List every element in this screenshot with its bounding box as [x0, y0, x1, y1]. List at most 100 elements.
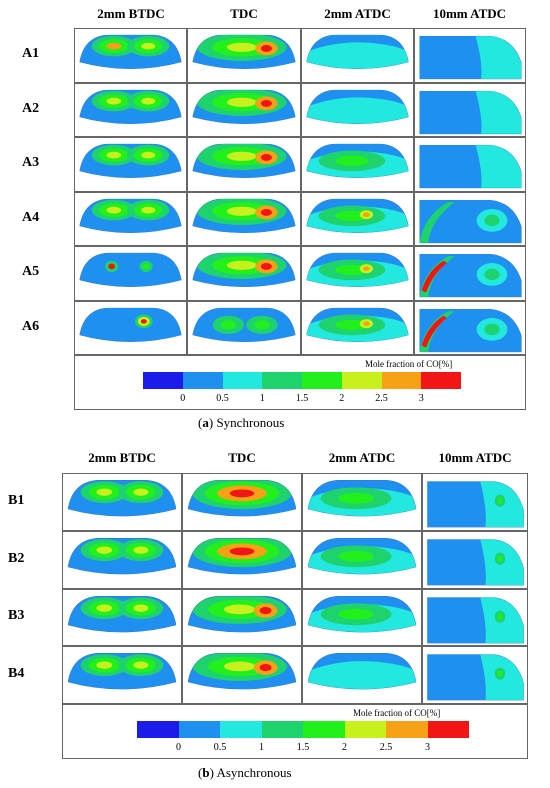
legend-swatch-6: [381, 372, 422, 389]
co-contour-plot: [307, 653, 417, 690]
legend-swatch-6: [386, 721, 428, 738]
legend-tick-label: 1: [259, 393, 265, 404]
legend-tick-label: 0: [176, 742, 181, 753]
co-contour-plot: [419, 35, 522, 80]
contour-cell-b3-col4: [422, 588, 528, 647]
contour-cell-b3-col2: [182, 588, 302, 647]
co-contour-plot: [67, 537, 177, 575]
co-contour-plot: [192, 143, 296, 178]
col-header-10mm-atdc: 10mm ATDC: [432, 6, 507, 21]
row-label-a1: A1: [22, 46, 40, 62]
contour-cell-b1-col3: [302, 473, 422, 531]
legend-title: Mole fraction of CO[%]: [365, 359, 453, 369]
col-header-10mm-atdc: 10mm ATDC: [438, 450, 512, 465]
co-contour-plot: [427, 596, 524, 643]
contour-cell-a1-col4: [414, 28, 526, 83]
col-header-2mm-btdc: 2mm BTDC: [97, 6, 165, 21]
co-contour-plot: [306, 143, 409, 178]
row-label-b2: B2: [8, 550, 25, 566]
contour-cell-a6-col3: [301, 300, 414, 355]
panel-b-legend: Mole fraction of CO[%] 0 0.5 1 1.5 2 2.5 3: [62, 704, 528, 759]
legend-swatch-4: [302, 372, 342, 389]
contour-cell-b2-col3: [302, 530, 422, 589]
contour-cell-b3-col1: [62, 588, 182, 647]
legend-tick-label: 2.5: [375, 393, 388, 404]
legend-swatch-1: [182, 372, 223, 389]
legend-tick-label: 2: [339, 393, 345, 404]
contour-cell-a1-col1: [74, 28, 187, 83]
contour-cell-a2-col1: [74, 82, 187, 137]
legend-swatch-2: [222, 372, 263, 389]
contour-cell-a4-col3: [301, 191, 414, 246]
legend-swatch-7: [427, 721, 469, 738]
co-contour-plot: [192, 307, 296, 342]
legend-swatch-5: [344, 721, 386, 738]
co-contour-plot: [419, 90, 522, 134]
caption-letter: a: [202, 415, 209, 430]
co-contour-plot: [427, 539, 524, 586]
contour-cell-b1-col1: [62, 473, 182, 531]
row-label-a5: A5: [22, 264, 40, 280]
contour-cell-b4-col1: [62, 646, 182, 704]
row-label-a2: A2: [22, 100, 40, 116]
legend-swatch-5: [341, 372, 382, 389]
legend-color-bar: [137, 721, 469, 738]
legend-swatch-0: [143, 372, 183, 389]
col-header-2mm-btdc: 2mm BTDC: [88, 450, 156, 465]
co-contour-plot: [419, 253, 522, 298]
col-header-tdc: TDC: [230, 6, 258, 21]
co-contour-plot: [427, 481, 524, 528]
contour-cell-a5-col4: [414, 246, 526, 301]
legend-tick-label: 0.5: [216, 393, 229, 404]
legend-tick-label: 3: [425, 742, 430, 753]
co-contour-plot: [419, 144, 522, 189]
co-contour-plot: [79, 89, 182, 124]
row-label-a3: A3: [22, 155, 40, 171]
co-contour-plot: [67, 480, 177, 517]
co-contour-plot: [306, 252, 409, 287]
co-contour-plot: [79, 307, 182, 342]
contour-cell-b2-col4: [422, 530, 528, 589]
caption-letter: b: [202, 765, 210, 780]
contour-cell-a3-col2: [187, 137, 301, 192]
legend-tick-label: 2.5: [379, 742, 393, 753]
col-header-tdc: TDC: [228, 450, 256, 465]
co-contour-plot: [192, 89, 296, 124]
legend-title: Mole fraction of CO[%]: [353, 708, 441, 718]
co-contour-plot: [307, 537, 417, 575]
contour-cell-b1-col2: [182, 473, 302, 531]
contour-cell-a6-col2: [187, 300, 301, 355]
contour-cell-b4-col3: [302, 646, 422, 704]
contour-cell-b2-col2: [182, 530, 302, 589]
contour-cell-a5-col3: [301, 246, 414, 301]
legend-tick-label: 0: [180, 393, 186, 404]
legend-swatch-7: [421, 372, 461, 389]
co-contour-plot: [307, 480, 417, 517]
contour-cell-b3-col3: [302, 588, 422, 647]
co-contour-plot: [187, 480, 297, 517]
contour-cell-a2-col3: [301, 82, 414, 137]
contour-cell-a3-col1: [74, 137, 187, 192]
legend-color-bar: [143, 372, 461, 389]
row-label-a4: A4: [22, 209, 40, 225]
row-label-b3: B3: [8, 608, 25, 624]
co-contour-plot: [79, 198, 182, 233]
contour-cell-b1-col4: [422, 473, 528, 531]
legend-tick-label: 3: [418, 393, 424, 404]
co-contour-plot: [419, 308, 522, 352]
legend-tick-label: 1.5: [295, 393, 309, 404]
contour-cell-a3-col3: [301, 137, 414, 192]
col-header-2mm-atdc: 2mm ATDC: [324, 6, 391, 21]
contour-cell-b4-col4: [422, 646, 528, 704]
contour-cell-a4-col4: [414, 191, 526, 246]
co-contour-plot: [67, 595, 177, 632]
co-contour-plot: [192, 34, 296, 69]
contour-cell-a3-col4: [414, 137, 526, 192]
legend-swatch-1: [178, 721, 220, 738]
contour-cell-a4-col2: [187, 191, 301, 246]
co-contour-plot: [192, 198, 296, 233]
caption-text: Asynchronous: [216, 765, 292, 780]
legend-tick-label: 2: [342, 742, 347, 753]
co-contour-plot: [79, 143, 182, 178]
co-contour-plot: [79, 252, 182, 287]
